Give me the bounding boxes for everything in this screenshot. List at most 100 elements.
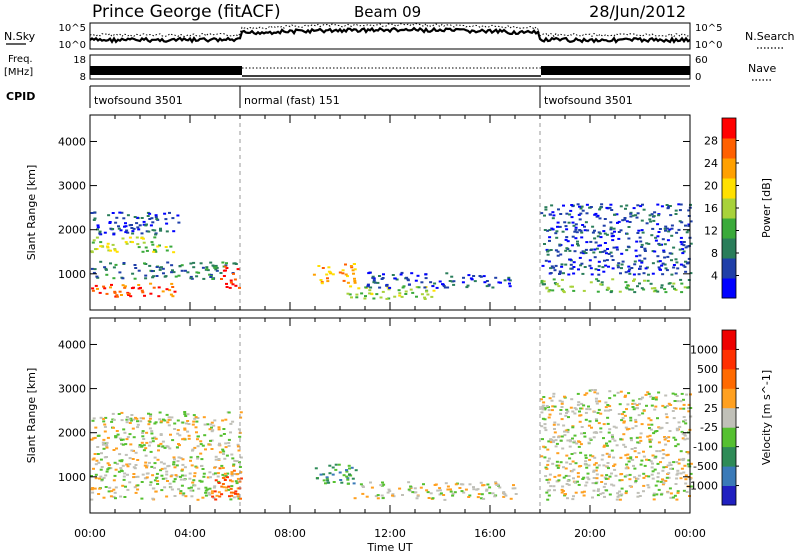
data-cell: [214, 458, 218, 461]
data-cell: [183, 428, 187, 431]
data-cell: [616, 492, 620, 495]
data-cell: [116, 433, 120, 436]
data-cell: [169, 433, 172, 436]
data-cell: [209, 439, 212, 442]
data-cell: [482, 497, 486, 500]
data-cell: [678, 209, 682, 212]
data-cell: [397, 289, 401, 292]
data-cell: [587, 424, 591, 427]
data-cell: [97, 461, 101, 464]
data-cell: [326, 277, 329, 280]
data-cell: [544, 208, 548, 211]
data-cell: [137, 228, 141, 231]
data-cell: [416, 274, 420, 277]
data-cell: [615, 213, 619, 216]
data-cell: [663, 263, 667, 266]
data-cell: [236, 443, 240, 446]
data-cell: [159, 229, 163, 232]
data-cell: [564, 429, 568, 432]
data-cell: [607, 265, 610, 268]
data-cell: [654, 405, 658, 408]
data-cell: [136, 484, 140, 487]
data-cell: [180, 269, 184, 272]
data-cell: [619, 229, 623, 232]
data-cell: [676, 472, 680, 475]
data-cell: [107, 490, 111, 493]
data-cell: [552, 266, 556, 269]
data-cell: [596, 279, 600, 282]
data-region: [540, 278, 691, 294]
data-cell: [637, 442, 641, 444]
data-cell: [361, 492, 365, 495]
data-cell: [641, 203, 644, 206]
colorbar-tick-label: 24: [704, 157, 718, 170]
data-cell: [149, 481, 153, 484]
data-cell: [610, 255, 614, 258]
data-cell: [606, 416, 610, 419]
data-cell: [187, 437, 191, 440]
data-cell: [603, 409, 607, 412]
data-cell: [670, 252, 674, 255]
data-cell: [142, 444, 146, 447]
data-cell: [579, 207, 583, 210]
data-cell: [319, 473, 323, 476]
data-cell: [352, 272, 355, 275]
data-cell: [608, 440, 612, 443]
data-cell: [548, 213, 552, 216]
data-cell: [609, 409, 613, 411]
data-cell: [624, 286, 628, 289]
data-cell: [640, 229, 644, 232]
data-cell: [144, 224, 148, 227]
data-cell: [142, 220, 146, 223]
data-cell: [124, 485, 127, 488]
data-cell: [656, 476, 660, 479]
data-cell: [112, 233, 116, 236]
data-cell: [646, 435, 650, 438]
data-cell: [175, 446, 179, 449]
data-cell: [638, 259, 642, 262]
data-cell: [630, 267, 634, 269]
data-cell: [211, 278, 215, 280]
data-cell: [592, 251, 596, 254]
data-cell: [668, 461, 672, 464]
data-cell: [551, 405, 555, 408]
data-cell: [165, 470, 169, 473]
data-cell: [156, 245, 160, 248]
data-cell: [607, 287, 611, 290]
data-cell: [230, 453, 234, 456]
data-cell: [408, 489, 412, 492]
data-cell: [105, 446, 109, 449]
data-cell: [620, 267, 623, 270]
data-cell: [176, 429, 180, 432]
data-cell: [157, 286, 161, 289]
data-cell: [147, 444, 151, 447]
data-cell: [424, 277, 428, 280]
data-cell: [415, 497, 419, 500]
data-cell: [326, 479, 330, 482]
data-cell: [93, 487, 97, 490]
data-cell: [683, 286, 687, 289]
data-cell: [205, 268, 209, 271]
beam-label: Beam 09: [354, 3, 421, 21]
data-cell: [164, 246, 168, 248]
data-cell: [191, 423, 195, 426]
data-cell: [169, 245, 173, 248]
data-cell: [669, 404, 673, 406]
data-cell: [576, 480, 579, 483]
data-cell: [594, 462, 598, 465]
data-cell: [120, 439, 123, 441]
data-cell: [164, 275, 168, 278]
data-cell: [653, 250, 657, 253]
data-cell: [433, 282, 437, 285]
data-cell: [600, 281, 604, 284]
data-cell: [187, 487, 191, 490]
date-label: 28/Jun/2012: [589, 2, 686, 21]
data-cell: [181, 474, 184, 477]
data-cell: [603, 242, 607, 244]
data-cell: [215, 269, 219, 272]
data-cell: [166, 445, 170, 448]
data-cell: [415, 286, 419, 289]
data-cell: [594, 469, 598, 472]
data-cell: [448, 280, 452, 282]
data-cell: [133, 264, 137, 266]
